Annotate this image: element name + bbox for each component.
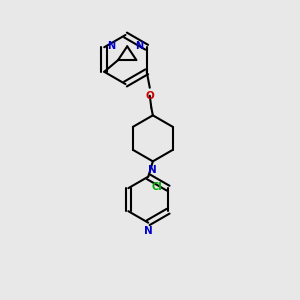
Text: N: N	[144, 226, 153, 236]
Text: O: O	[146, 92, 154, 101]
Text: N: N	[148, 165, 157, 175]
Text: N: N	[107, 41, 116, 51]
Text: N: N	[136, 41, 144, 51]
Text: Cl: Cl	[152, 182, 163, 192]
